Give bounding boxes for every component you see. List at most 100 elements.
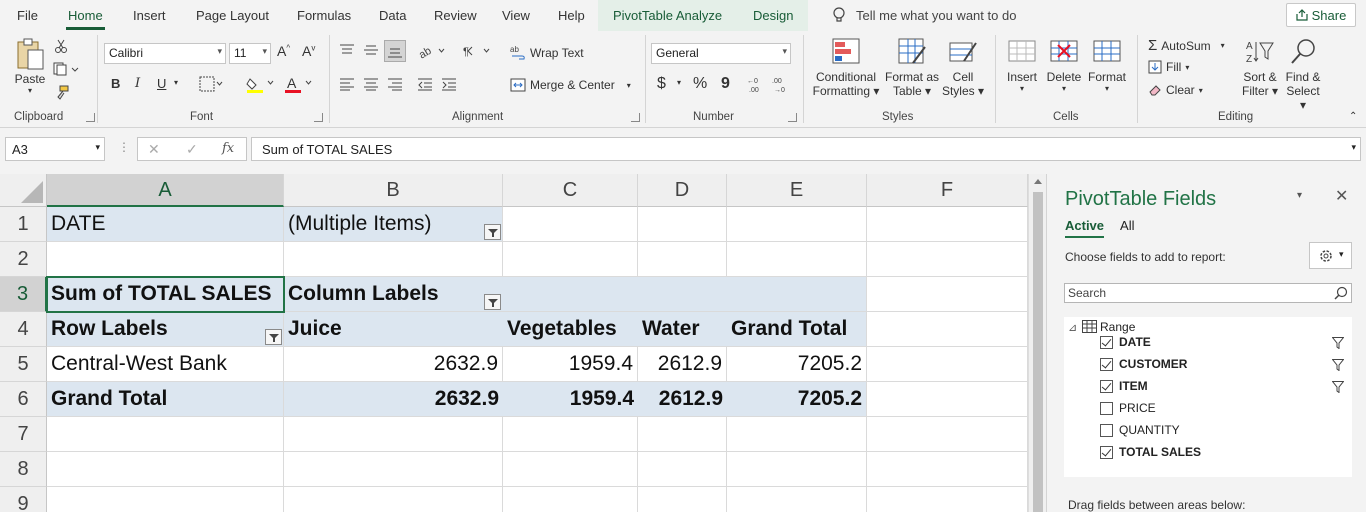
field-total-sales[interactable]: TOTAL SALES xyxy=(1100,445,1201,459)
cell-e3[interactable] xyxy=(727,277,867,312)
cell-b4[interactable]: Juice xyxy=(284,312,503,347)
cell-d5[interactable]: 2612.9 xyxy=(638,347,727,382)
tab-review[interactable]: Review xyxy=(434,8,477,23)
select-all-button[interactable] xyxy=(0,174,47,207)
tab-insert[interactable]: Insert xyxy=(133,8,166,23)
cell-c2[interactable] xyxy=(503,242,638,277)
decrease-decimal-icon[interactable]: .00→0 xyxy=(772,75,792,93)
tab-help[interactable]: Help xyxy=(558,8,585,23)
text-direction-icon[interactable]: ¶ xyxy=(462,43,492,59)
align-middle-icon[interactable] xyxy=(363,43,379,57)
align-left-icon[interactable] xyxy=(339,77,355,91)
vertical-scrollbar[interactable] xyxy=(1028,174,1046,512)
font-size-select[interactable]: 11 ▾ xyxy=(229,43,271,64)
cell-b2[interactable] xyxy=(284,242,503,277)
italic-button[interactable]: I xyxy=(135,76,141,91)
checkbox[interactable] xyxy=(1100,423,1113,437)
chevron-down-icon[interactable]: ▾ xyxy=(174,78,179,87)
row-header-7[interactable]: 7 xyxy=(0,417,47,452)
increase-font-icon[interactable]: A^ xyxy=(277,43,291,59)
column-header-f[interactable]: F xyxy=(867,174,1028,207)
cell-c5[interactable]: 1959.4 xyxy=(503,347,638,382)
cell-a9[interactable] xyxy=(47,487,284,512)
increase-indent-icon[interactable] xyxy=(441,77,457,91)
paste-button[interactable]: Paste ▾ xyxy=(12,37,48,95)
cell-d6[interactable]: 2612.9 xyxy=(638,382,727,417)
cell-d8[interactable] xyxy=(638,452,727,487)
cell-c3[interactable] xyxy=(503,277,638,312)
cell-f7[interactable] xyxy=(867,417,1028,452)
find-select-button[interactable]: Find & Select ▾ xyxy=(1282,37,1324,112)
currency-button[interactable]: $ xyxy=(657,75,666,92)
fill-button[interactable]: Fill ▾ xyxy=(1148,60,1189,74)
field-price[interactable]: PRICE xyxy=(1100,401,1156,415)
checkbox[interactable] xyxy=(1100,357,1113,371)
fill-color-icon[interactable] xyxy=(246,75,276,93)
cell-b8[interactable] xyxy=(284,452,503,487)
tell-me-search[interactable]: Tell me what you want to do xyxy=(832,7,1016,23)
checkbox[interactable] xyxy=(1100,401,1113,415)
row-header-9[interactable]: 9 xyxy=(0,487,47,512)
formula-input[interactable]: Sum of TOTAL SALES ▾ xyxy=(251,137,1361,161)
increase-decimal-icon[interactable]: ←0.00 xyxy=(747,75,767,93)
cell-b5[interactable]: 2632.9 xyxy=(284,347,503,382)
tab-view[interactable]: View xyxy=(502,8,530,23)
orientation-icon[interactable]: ab xyxy=(417,43,447,59)
field-customer[interactable]: CUSTOMER xyxy=(1100,357,1352,371)
column-header-b[interactable]: B xyxy=(284,174,503,207)
cell-b6[interactable]: 2632.9 xyxy=(284,382,503,417)
tab-data[interactable]: Data xyxy=(379,8,407,23)
tab-page-layout[interactable]: Page Layout xyxy=(196,8,270,23)
percent-button[interactable]: % xyxy=(693,75,708,92)
column-header-e[interactable]: E xyxy=(727,174,867,207)
scrollbar-thumb[interactable] xyxy=(1033,192,1043,512)
number-launcher-icon[interactable] xyxy=(788,113,797,122)
wrap-text-button[interactable]: ab Wrap Text xyxy=(510,45,584,61)
cell-a4[interactable]: Row Labels xyxy=(47,312,284,347)
cell-a2[interactable] xyxy=(47,242,284,277)
delete-cells-button[interactable]: Delete ▾ xyxy=(1045,37,1083,93)
cell-c4[interactable]: Vegetables xyxy=(503,312,638,347)
tab-active[interactable]: Active xyxy=(1065,218,1105,238)
align-bottom-button[interactable] xyxy=(384,40,406,62)
cell-e1[interactable] xyxy=(727,207,867,242)
tab-all[interactable]: All xyxy=(1120,218,1135,233)
decrease-font-icon[interactable]: Av xyxy=(302,43,316,59)
cell-c6[interactable]: 1959.4 xyxy=(503,382,638,417)
row-header-1[interactable]: 1 xyxy=(0,207,47,242)
underline-button[interactable]: U xyxy=(157,76,167,91)
comma-button[interactable]: 9 xyxy=(721,75,730,92)
cell-e9[interactable] xyxy=(727,487,867,512)
tab-design[interactable]: Design xyxy=(753,8,794,23)
field-search-input[interactable]: Search xyxy=(1064,283,1352,303)
cell-b7[interactable] xyxy=(284,417,503,452)
cell-a6[interactable]: Grand Total xyxy=(47,382,284,417)
format-cells-button[interactable]: Format ▾ xyxy=(1087,37,1127,93)
format-painter-icon[interactable] xyxy=(54,85,70,101)
row-header-2[interactable]: 2 xyxy=(0,242,47,277)
autosum-button[interactable]: Σ AutoSum ▾ xyxy=(1148,37,1225,54)
cell-c1[interactable] xyxy=(503,207,638,242)
scroll-up-icon[interactable] xyxy=(1034,179,1042,184)
cell-d2[interactable] xyxy=(638,242,727,277)
field-item[interactable]: ITEM xyxy=(1100,379,1352,393)
cell-f6[interactable] xyxy=(867,382,1028,417)
insert-cells-button[interactable]: Insert ▾ xyxy=(1003,37,1041,93)
cell-f1[interactable] xyxy=(867,207,1028,242)
cell-f2[interactable] xyxy=(867,242,1028,277)
clear-button[interactable]: Clear ▾ xyxy=(1148,83,1203,97)
cell-a5[interactable]: Central-West Bank xyxy=(47,347,284,382)
checkbox[interactable] xyxy=(1100,445,1113,459)
cell-b3[interactable]: Column Labels xyxy=(284,277,503,312)
cell-d7[interactable] xyxy=(638,417,727,452)
cell-d3[interactable] xyxy=(638,277,727,312)
cell-f8[interactable] xyxy=(867,452,1028,487)
align-right-icon[interactable] xyxy=(387,77,403,91)
row-header-6[interactable]: 6 xyxy=(0,382,47,417)
cell-f5[interactable] xyxy=(867,347,1028,382)
cell-f4[interactable] xyxy=(867,312,1028,347)
cell-b9[interactable] xyxy=(284,487,503,512)
row-header-5[interactable]: 5 xyxy=(0,347,47,382)
cell-e7[interactable] xyxy=(727,417,867,452)
font-color-icon[interactable]: A xyxy=(284,75,314,93)
